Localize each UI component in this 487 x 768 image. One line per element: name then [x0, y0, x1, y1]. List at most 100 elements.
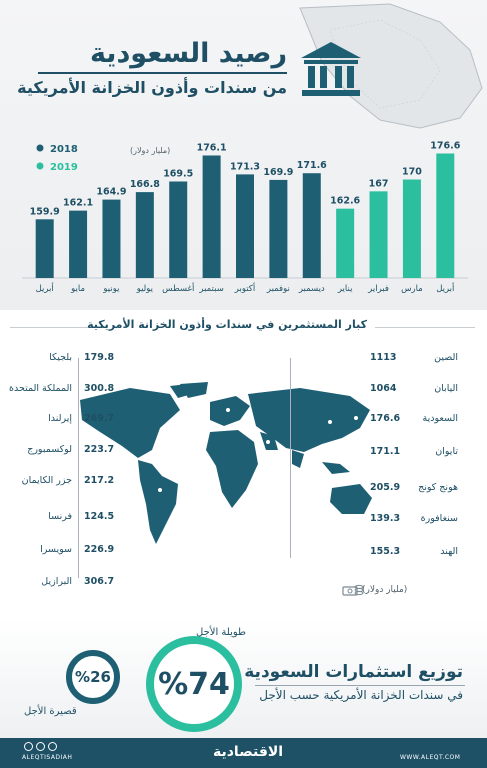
holder-value: 223.7 — [84, 444, 115, 455]
money-stack-icon — [342, 584, 364, 596]
website-link[interactable]: WWW.ALEQT.COM — [400, 754, 461, 761]
bar-value-label: 176.6 — [430, 141, 460, 152]
distribution-divider — [255, 685, 465, 686]
world-map — [80, 382, 372, 544]
short-term-value: %26 — [75, 668, 111, 686]
bar-11 — [402, 179, 421, 278]
holder-name: البرازيل — [41, 576, 72, 587]
holder-row-right: السعودية 176.6 — [330, 413, 480, 429]
holder-name: المملكة المتحدة — [8, 383, 72, 394]
holder-value: 155.3 — [370, 546, 401, 557]
bar-7 — [269, 179, 288, 278]
short-term-share: %26 — [66, 650, 120, 704]
holder-row-right: هونج كونج 205.9 — [330, 482, 480, 498]
bar-value-label: 159.9 — [30, 206, 60, 217]
holder-value: 300.8 — [84, 383, 115, 394]
holder-name: اليابان — [434, 383, 458, 394]
holder-row-left: إيرلندا 269.7 — [10, 413, 140, 429]
holder-row-left: فرنسا 124.5 — [10, 511, 140, 527]
bar-category-label: يناير — [337, 284, 353, 294]
holder-value: 306.7 — [84, 576, 115, 587]
bar-12 — [436, 153, 455, 278]
holders-guide-left — [78, 358, 79, 578]
holder-row-left: سويسرا 226.9 — [10, 544, 140, 560]
page-title: رصيد السعودية — [89, 38, 287, 69]
holder-name: سنغافورة — [420, 513, 458, 524]
holder-value: 1064 — [370, 383, 397, 394]
holder-name: لوكسمبورج — [27, 444, 72, 455]
holder-row-left: المملكة المتحدة 300.8 — [8, 383, 140, 399]
distribution-title: توزيع استثمارات السعودية — [244, 662, 463, 682]
bar-9 — [336, 208, 355, 278]
bar-value-label: 170 — [402, 167, 422, 178]
legend-label-2018: 2018 — [50, 144, 78, 155]
footer-bar: ALEQTISADIAH الاقتصادية WWW.ALEQT.COM — [0, 738, 487, 768]
chart-unit-label: (مليار دولار) — [130, 146, 170, 155]
bar-category-label: يونيو — [102, 284, 120, 294]
bar-category-label: أبريل — [436, 282, 454, 294]
holders-guide-right — [290, 358, 291, 558]
bar-value-label: 176.1 — [197, 142, 227, 153]
bar-8 — [302, 173, 321, 278]
bar-value-label: 171.6 — [297, 160, 327, 171]
holder-value: 124.5 — [84, 511, 115, 522]
holder-name: سويسرا — [40, 544, 72, 555]
bar-category-label: مارس — [401, 284, 423, 294]
holder-name: هونج كونج — [418, 482, 458, 493]
holder-value: 1113 — [370, 352, 397, 363]
social-handle[interactable]: ALEQTISADIAH — [22, 754, 73, 761]
bar-category-label: أكتوبر — [234, 282, 255, 294]
holders-title: كبار المستثمرين في سندات وأذون الخزانة ا… — [87, 318, 367, 331]
short-term-label: قصيرة الأجل — [24, 706, 77, 717]
holders-unit-label: (مليار دولار) — [362, 585, 408, 595]
holder-name: الصين — [434, 352, 458, 363]
bar-chart: 2018 2019 (مليار دولار) 159.9 أبريل 162.1 ما… — [22, 141, 468, 294]
legend-dot-2018 — [36, 144, 44, 152]
bar-0 — [35, 219, 54, 278]
legend-label-2019: 2019 — [50, 162, 78, 173]
bar-10 — [369, 191, 388, 278]
holder-name: إيرلندا — [48, 413, 72, 424]
distribution-subtitle: في سندات الخزانة الأمريكية حسب الأجل — [259, 688, 463, 702]
holder-row-left: جزر الكايمان 217.2 — [10, 475, 140, 491]
bar-value-label: 164.9 — [96, 187, 126, 198]
bar-category-label: نوفمبر — [266, 284, 290, 294]
long-term-label: طويلة الأجل — [196, 627, 246, 638]
bar-category-label: أغسطس — [162, 282, 194, 294]
bar-category-label: فبراير — [367, 284, 389, 294]
bar-value-label: 167 — [369, 178, 389, 189]
twitter-icon[interactable] — [36, 742, 45, 751]
bar-2 — [102, 199, 121, 278]
title-divider — [38, 72, 287, 74]
holder-row-left: بلجيكا 179.8 — [10, 352, 140, 368]
holder-row-left: لوكسمبورج 223.7 — [10, 444, 140, 460]
long-term-value: %74 — [158, 666, 230, 702]
facebook-icon[interactable] — [48, 742, 57, 751]
bar-value-label: 162.1 — [63, 198, 93, 209]
chart-legend: 2018 2019 — [36, 144, 78, 173]
holder-row-left: البرازيل 306.7 — [10, 576, 140, 592]
holders-header-rule-right — [375, 327, 475, 328]
holder-name: تايوان — [435, 446, 458, 457]
holders-header-rule-left — [10, 327, 108, 328]
holder-name: السعودية — [422, 413, 458, 424]
bar-1 — [69, 210, 88, 278]
instagram-icon[interactable] — [24, 742, 33, 751]
long-term-share: %74 — [146, 636, 242, 732]
bar-value-label: 162.6 — [330, 196, 360, 207]
holder-value: 176.6 — [370, 413, 401, 424]
bar-6 — [236, 174, 254, 278]
holder-name: بلجيكا — [49, 352, 72, 363]
holder-row-right: الهند 155.3 — [330, 546, 480, 562]
holder-value: 217.2 — [84, 475, 115, 486]
holder-value: 205.9 — [370, 482, 401, 493]
bar-category-label: سبتمبر — [198, 284, 223, 294]
holder-value: 179.8 — [84, 352, 115, 363]
holder-name: الهند — [440, 546, 458, 557]
holder-value: 226.9 — [84, 544, 115, 555]
page-subtitle: من سندات وأذون الخزانة الأمريكية — [17, 78, 287, 97]
holder-value: 139.3 — [370, 513, 401, 524]
bank-building-icon — [301, 42, 361, 96]
brand-logo[interactable]: الاقتصادية — [213, 744, 284, 760]
legend-dot-2019 — [36, 162, 44, 170]
